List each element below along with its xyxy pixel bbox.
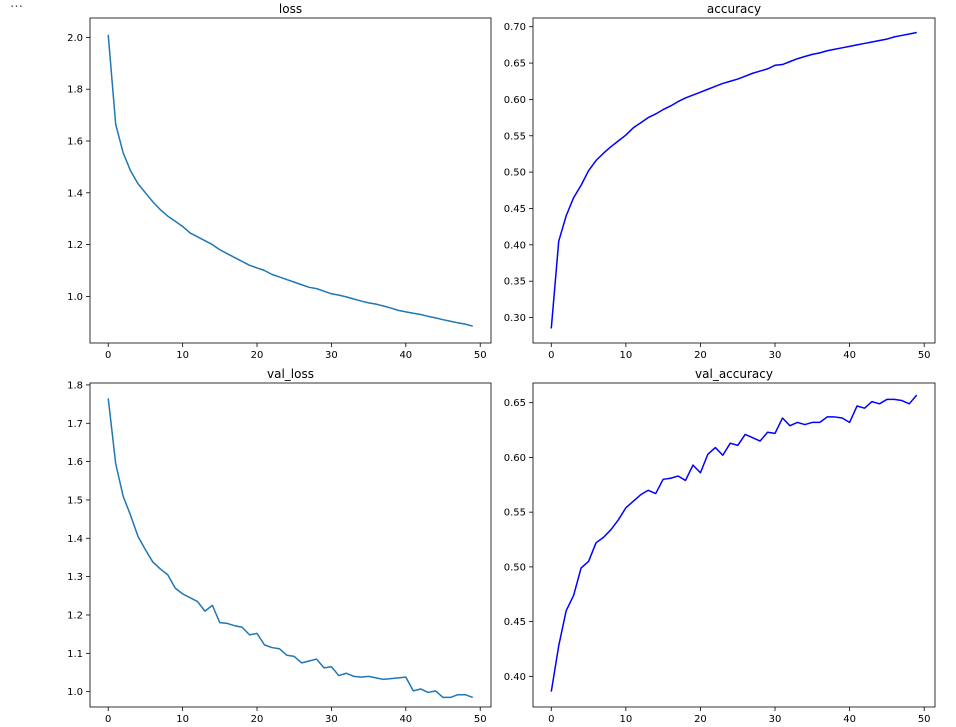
val-accuracy-y-tick-label: 0.45: [504, 617, 526, 628]
accuracy-y-tick-label: 0.40: [504, 240, 526, 251]
accuracy-y-tick-label: 0.45: [504, 204, 526, 215]
val-loss-x-tick-label: 20: [251, 714, 264, 725]
val-loss-y-tick-label: 1.7: [67, 419, 83, 430]
val-accuracy-axes-frame: [532, 382, 936, 708]
loss-title: loss: [279, 2, 302, 16]
loss-x-tick-label: 10: [176, 350, 189, 361]
val-accuracy-series-line: [550, 394, 918, 692]
loss-x-tick-label: 20: [251, 350, 264, 361]
accuracy-x-tick-label: 10: [619, 350, 632, 361]
val-loss-x-tick-label: 0: [105, 714, 111, 725]
loss-series-line: [107, 34, 473, 327]
val-loss-y-tick-label: 1.4: [67, 534, 83, 545]
loss-y-tick-label: 1.6: [67, 137, 83, 148]
accuracy-y-tick-label: 0.30: [504, 313, 526, 324]
accuracy-y-tick-label: 0.35: [504, 277, 526, 288]
val-loss-y-tick-label: 1.2: [67, 610, 83, 621]
val-loss-title: val_loss: [267, 367, 314, 381]
accuracy-x-tick-label: 0: [548, 350, 554, 361]
accuracy-title: accuracy: [707, 2, 761, 16]
val-accuracy-x-tick-label: 50: [918, 714, 931, 725]
val-accuracy-x-tick-label: 40: [843, 714, 856, 725]
val-loss-axes-frame: [89, 382, 492, 708]
accuracy-y-tick-label: 0.60: [504, 95, 526, 106]
cell-prompt-ellipsis: …: [10, 0, 23, 11]
val-loss-y-tick-label: 1.5: [67, 495, 83, 506]
loss-x-tick-label: 0: [105, 350, 111, 361]
loss-y-tick-label: 1.8: [67, 85, 83, 96]
subplot-val-loss: val_loss 0 10 20 30 40 50 1.0 1.1 1.2 1.3 1.4 1.5 1.6…: [67, 367, 492, 725]
val-loss-y-tick-label: 1.6: [67, 457, 83, 468]
val-accuracy-x-tick-label: 30: [769, 714, 782, 725]
val-accuracy-y-tick-label: 0.60: [504, 453, 526, 464]
accuracy-y-tick-label: 0.50: [504, 168, 526, 179]
loss-y-tick-label: 2.0: [67, 33, 83, 44]
val-accuracy-x-tick-label: 0: [548, 714, 554, 725]
accuracy-y-tick-label: 0.70: [504, 22, 526, 33]
val-accuracy-y-tick-label: 0.55: [504, 508, 526, 519]
loss-x-tick-label: 40: [399, 350, 412, 361]
subplot-accuracy: accuracy 0 10 20 30 40 50 0.30 0.35 0.40 0.45 0.50 0…: [504, 2, 936, 361]
val-loss-x-tick-label: 30: [325, 714, 338, 725]
loss-y-tick-label: 1.0: [67, 292, 83, 303]
val-accuracy-x-tick-label: 20: [694, 714, 707, 725]
accuracy-y-tick-label: 0.65: [504, 59, 526, 70]
loss-axes-frame: [89, 17, 492, 344]
val-accuracy-y-tick-label: 0.65: [504, 398, 526, 409]
val-accuracy-y-tick-label: 0.40: [504, 672, 526, 683]
accuracy-x-tick-label: 30: [769, 350, 782, 361]
val-accuracy-y-tick-label: 0.50: [504, 562, 526, 573]
accuracy-x-tick-label: 20: [694, 350, 707, 361]
loss-y-tick-label: 1.4: [67, 188, 83, 199]
val-loss-series-line: [107, 398, 474, 699]
subplot-val-accuracy: val_accuracy 0 10 20 30 40 50 0.40 0.45 0.50 0.55 0…: [504, 367, 936, 725]
accuracy-y-tick-label: 0.55: [504, 131, 526, 142]
val-loss-y-tick-label: 1.0: [67, 687, 83, 698]
subplot-loss: loss 0 10 20 30 40 50 1.0 1.2 1.4 1.6 1.8 2.0: [67, 2, 492, 361]
accuracy-x-tick-label: 50: [918, 350, 931, 361]
accuracy-axes-frame: [532, 17, 936, 344]
val-loss-x-tick-label: 50: [474, 714, 487, 725]
val-accuracy-title: val_accuracy: [695, 367, 773, 381]
loss-x-tick-label: 30: [325, 350, 338, 361]
val-loss-y-tick-label: 1.8: [67, 380, 83, 391]
loss-x-tick-label: 50: [474, 350, 487, 361]
val-accuracy-x-tick-label: 10: [619, 714, 632, 725]
val-loss-y-tick-label: 1.3: [67, 572, 83, 583]
loss-y-tick-label: 1.2: [67, 240, 83, 251]
val-loss-x-tick-label: 10: [176, 714, 189, 725]
val-loss-x-tick-label: 40: [399, 714, 412, 725]
val-loss-y-tick-label: 1.1: [67, 649, 83, 660]
accuracy-x-tick-label: 40: [843, 350, 856, 361]
accuracy-series-line: [550, 31, 917, 329]
